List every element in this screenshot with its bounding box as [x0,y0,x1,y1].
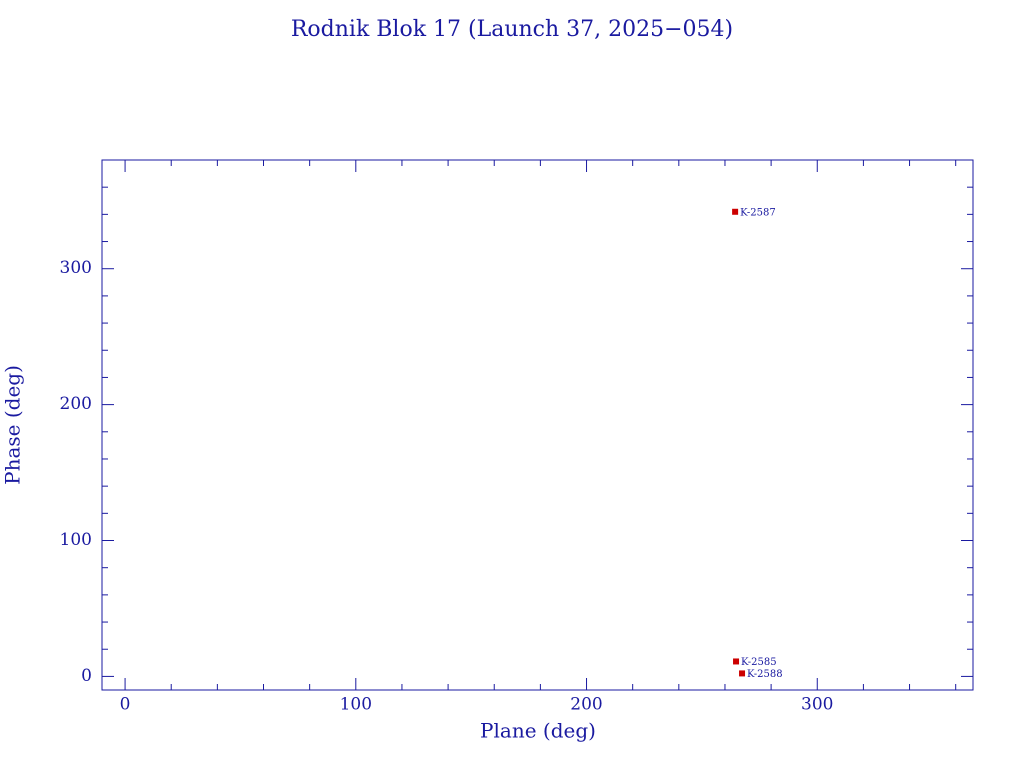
y-axis-label: Phase (deg) [1,365,25,485]
point-label: K-2587 [740,207,776,218]
point-label: K-2588 [747,669,783,680]
point [733,658,740,665]
x-tick-label: 200 [570,695,602,715]
y-tick-label: 200 [60,394,92,414]
y-tick-label: 300 [60,258,92,278]
x-tick-label: 300 [801,695,833,715]
point [732,208,739,215]
x-tick-label: 0 [120,695,131,715]
point-label: K-2585 [741,657,777,668]
plot-frame [101,159,974,691]
y-tick-label: 100 [60,530,92,550]
chart-title: Rodnik Blok 17 (Launch 37, 2025−054) [291,17,733,42]
x-axis-label: Plane (deg) [480,719,596,743]
x-tick-label: 100 [340,695,372,715]
y-tick-label: 0 [81,666,92,686]
point [739,670,746,677]
